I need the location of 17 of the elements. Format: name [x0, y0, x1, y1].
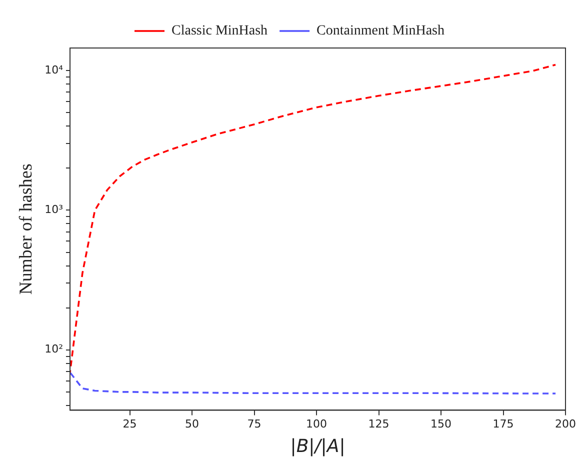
line-series — [70, 64, 556, 374]
x-tick-label: 50 — [185, 418, 200, 431]
x-tick-label: 125 — [368, 418, 390, 431]
y-tick-label: 10³ — [44, 203, 64, 216]
line-series — [70, 372, 556, 394]
x-tick-label: 25 — [122, 418, 137, 431]
x-tick-label: 175 — [492, 418, 514, 431]
x-tick-label: 150 — [430, 418, 452, 431]
y-axis-title: Number of hashes — [16, 164, 36, 295]
x-tick-label: 200 — [555, 418, 576, 431]
legend-label: Classic MinHash — [172, 24, 268, 39]
y-tick-label: 10⁴ — [44, 63, 64, 76]
legend-label: Containment MinHash — [316, 24, 444, 39]
x-tick-label: 75 — [247, 418, 262, 431]
y-tick-label: 10² — [44, 342, 64, 356]
x-axis-title: |B|/|A| — [290, 436, 346, 457]
x-tick-label: 100 — [306, 418, 328, 431]
